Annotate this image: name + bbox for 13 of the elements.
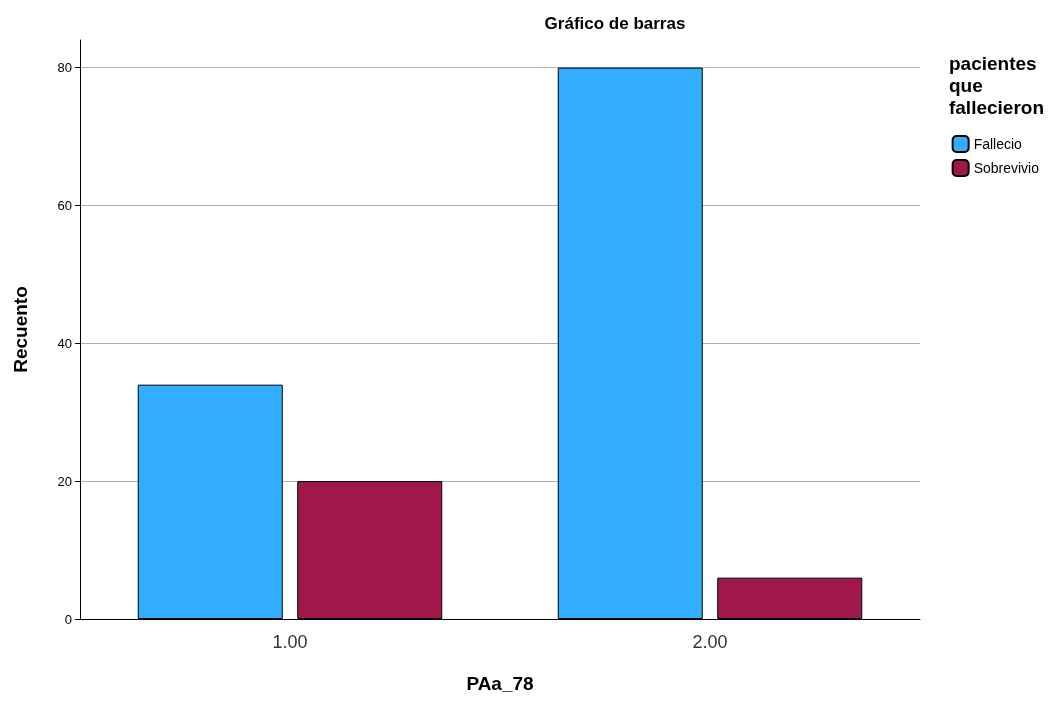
x-tick-label: 1.00 bbox=[272, 632, 308, 652]
y-tick-label: 80 bbox=[57, 60, 72, 76]
legend-label: Sobrevivio bbox=[973, 160, 1040, 176]
y-tick-label: 0 bbox=[64, 611, 72, 627]
x-tick-label: 2.00 bbox=[692, 632, 728, 652]
legend-title: pacientes que fallecieron bbox=[948, 52, 1045, 118]
y-tick-label: 40 bbox=[57, 335, 72, 351]
y-tick-label: 20 bbox=[57, 473, 72, 489]
y-tick-label: 60 bbox=[57, 197, 72, 213]
y-axis-title: Recuento bbox=[10, 286, 31, 373]
chart-title: Gráfico de barras bbox=[544, 14, 686, 33]
legend-label: Fallecio bbox=[973, 136, 1023, 152]
x-axis-title: PAa_78 bbox=[466, 673, 534, 694]
